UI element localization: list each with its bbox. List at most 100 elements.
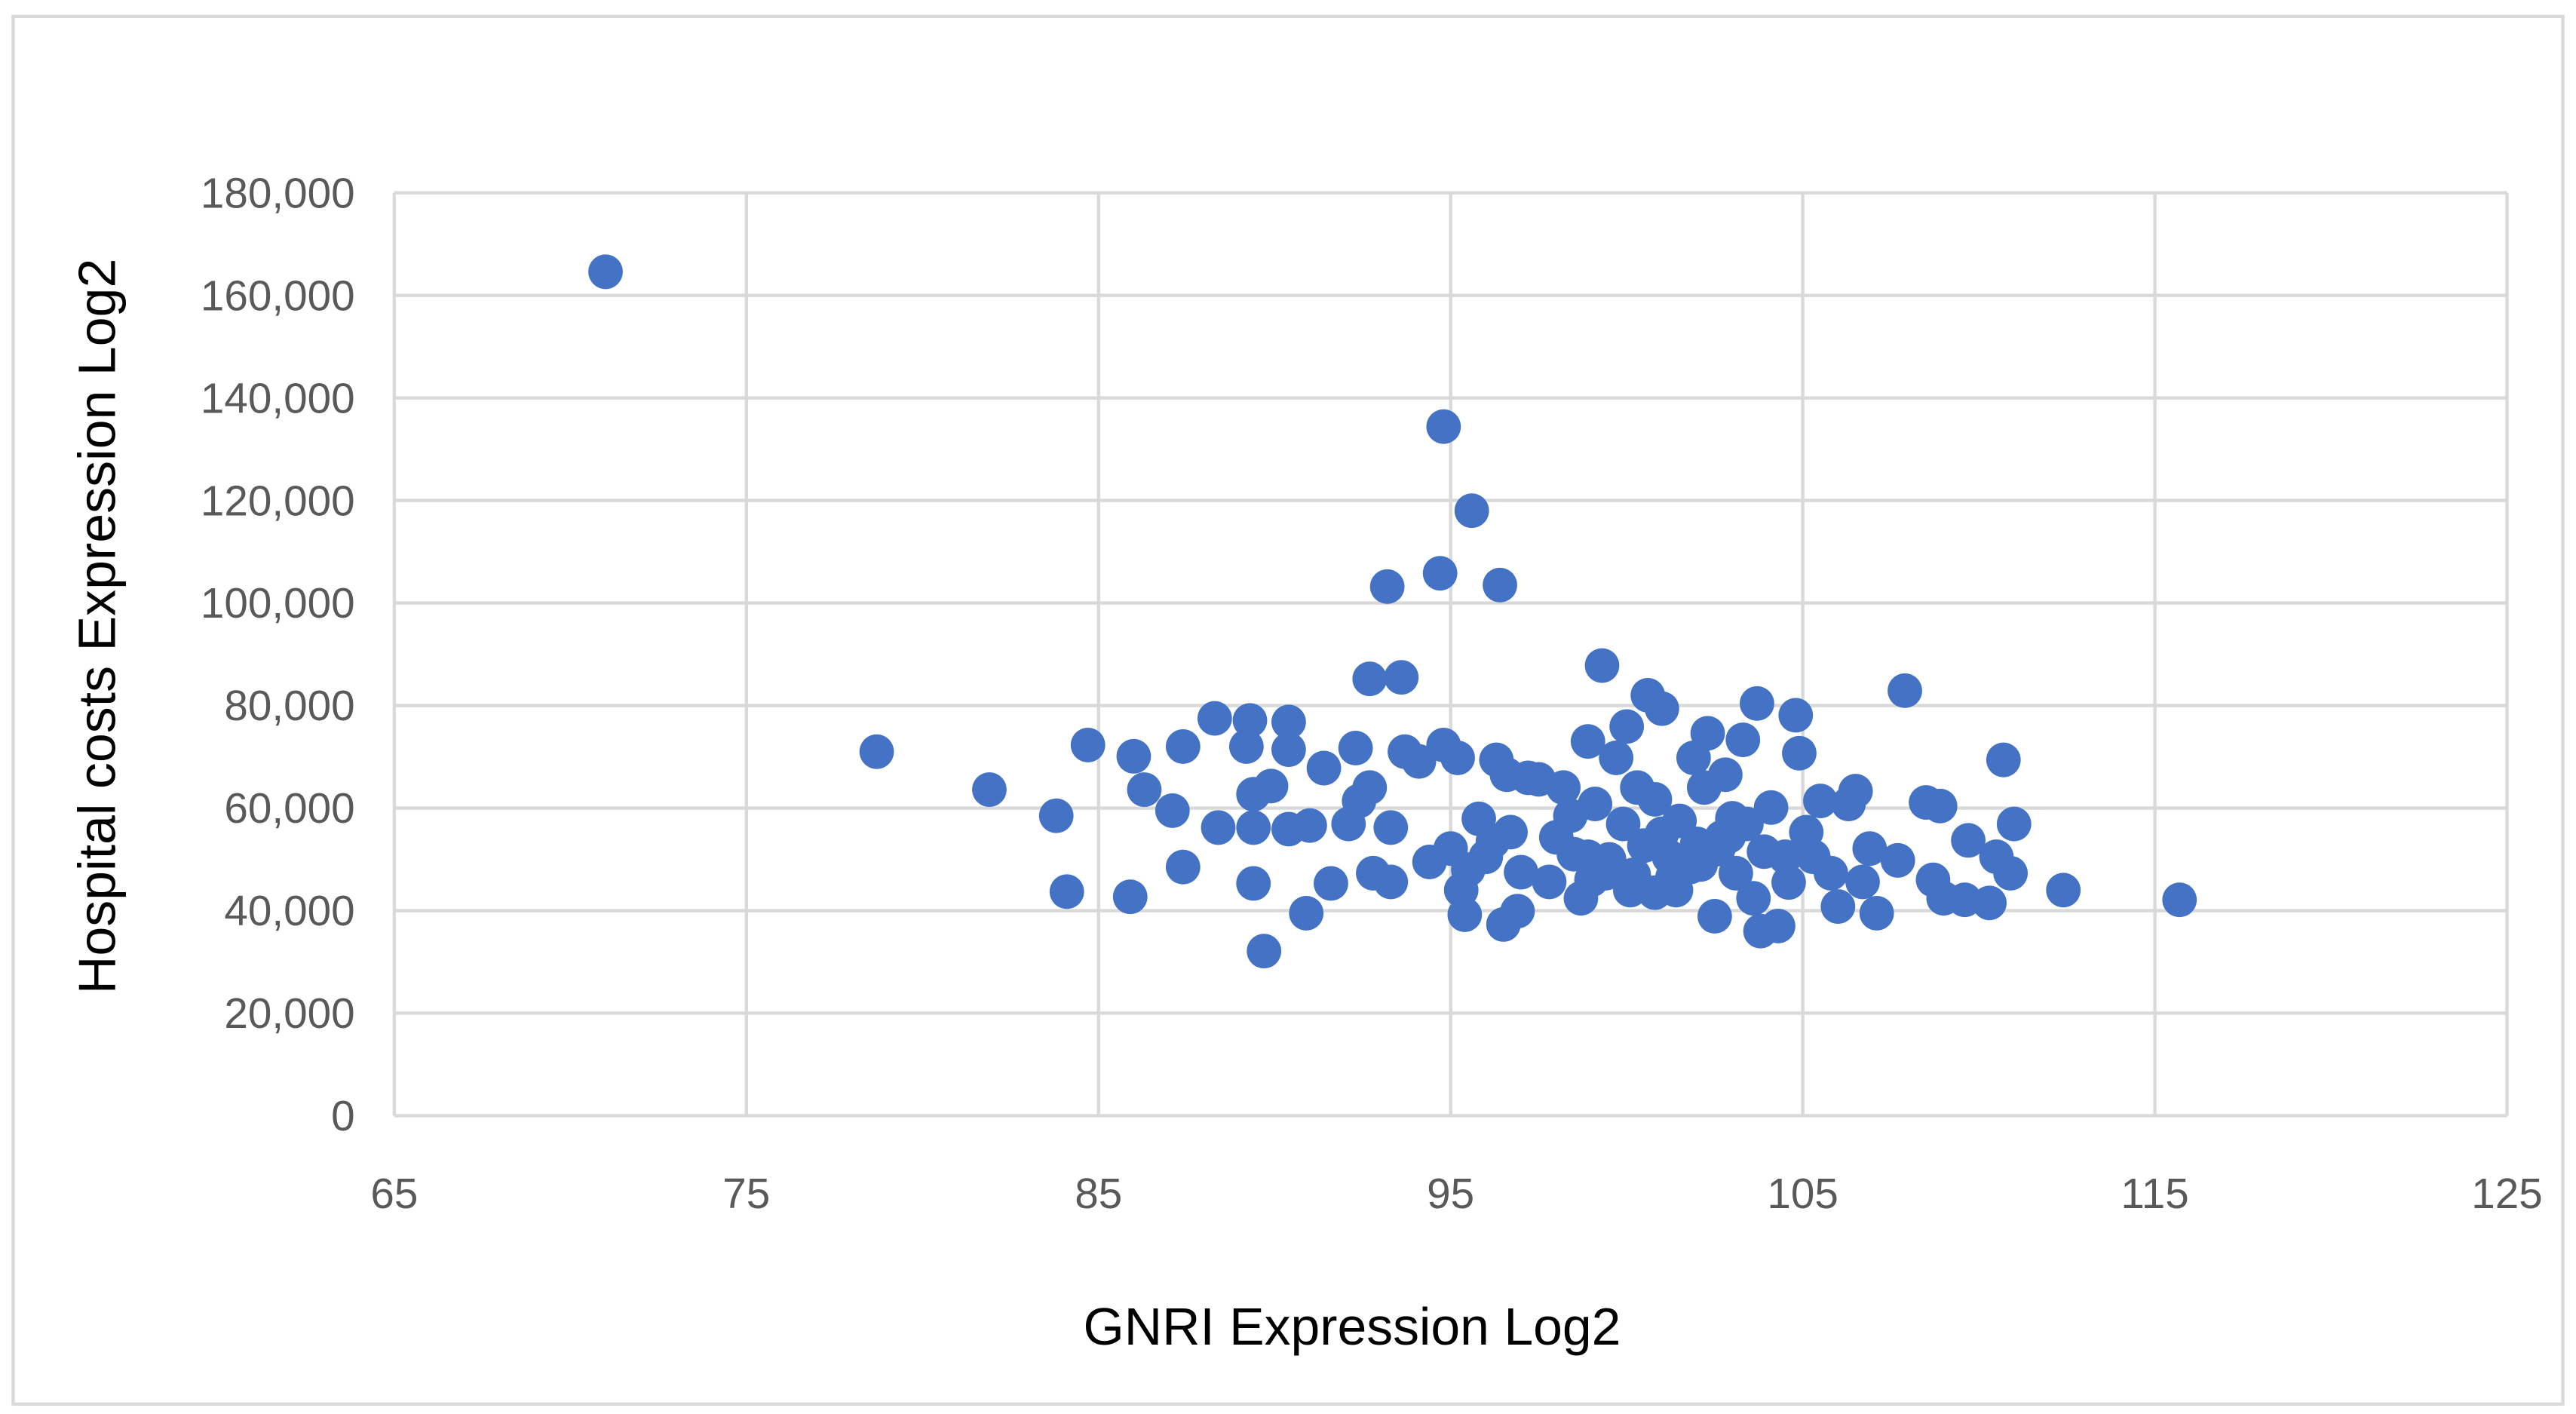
point — [1771, 865, 1806, 900]
point — [1578, 787, 1612, 822]
point — [1165, 729, 1201, 764]
y-axis-title: Hospital costs Expression Log2 — [68, 259, 127, 995]
point — [1753, 790, 1789, 825]
point — [1201, 810, 1236, 845]
point — [1228, 729, 1264, 764]
point — [1271, 732, 1306, 767]
point — [1922, 788, 1958, 824]
point — [859, 734, 894, 769]
x-tick-label: 115 — [2121, 1170, 2188, 1218]
point — [1369, 569, 1405, 604]
point — [1271, 704, 1306, 740]
y-tick-label: 0 — [331, 1093, 354, 1140]
point — [1711, 818, 1746, 854]
point — [1440, 740, 1475, 775]
point — [1483, 567, 1517, 603]
x-tick-label: 75 — [722, 1170, 770, 1218]
point — [1236, 866, 1271, 901]
point — [1746, 834, 1782, 870]
point — [1782, 735, 1817, 771]
y-tick-label: 160,000 — [201, 272, 355, 320]
point — [1599, 740, 1634, 775]
point — [1236, 810, 1271, 845]
point — [1859, 895, 1894, 931]
y-tick-label: 140,000 — [201, 375, 355, 422]
point — [1584, 648, 1620, 683]
y-tick-label: 120,000 — [201, 477, 355, 525]
point — [1888, 673, 1922, 708]
point — [1426, 409, 1461, 444]
point — [1778, 698, 1814, 733]
point — [1384, 660, 1419, 695]
point — [1373, 864, 1409, 900]
point — [1116, 738, 1152, 774]
point — [1820, 889, 1856, 925]
point — [1740, 686, 1774, 721]
x-axis-title: GNRI Expression Log2 — [1084, 1297, 1621, 1356]
point — [1306, 750, 1342, 786]
point — [1112, 879, 1148, 915]
point — [2046, 873, 2081, 908]
point — [1725, 722, 1761, 758]
point — [1708, 757, 1743, 793]
point — [1761, 908, 1796, 943]
point — [1352, 661, 1388, 697]
point — [1155, 793, 1190, 828]
point — [972, 772, 1007, 808]
point — [1546, 770, 1581, 805]
point — [1289, 895, 1324, 931]
point — [1609, 709, 1645, 744]
point — [1736, 881, 1771, 916]
point — [588, 254, 623, 290]
x-tick-label: 65 — [370, 1170, 418, 1218]
y-tick-label: 20,000 — [224, 990, 354, 1038]
x-tick-label: 95 — [1427, 1170, 1474, 1218]
y-tick-label: 60,000 — [224, 785, 354, 833]
x-tick-label: 85 — [1075, 1170, 1122, 1218]
y-tick-label: 100,000 — [201, 580, 355, 627]
point — [1038, 798, 1074, 833]
point — [1422, 556, 1458, 591]
point — [1803, 784, 1838, 818]
point — [1605, 806, 1641, 842]
point — [1127, 772, 1162, 808]
point — [1644, 691, 1679, 726]
point — [1972, 885, 2007, 921]
point — [1951, 823, 1986, 858]
point — [1049, 874, 1084, 909]
x-tick-label: 105 — [1767, 1170, 1838, 1218]
point — [1637, 782, 1673, 817]
point — [1796, 839, 1831, 875]
point — [1574, 862, 1609, 897]
point — [1993, 855, 2028, 891]
point — [1697, 899, 1732, 934]
point — [1690, 716, 1725, 751]
point — [1454, 493, 1489, 529]
point — [1644, 816, 1679, 851]
point — [1852, 831, 1888, 866]
point — [1338, 731, 1373, 765]
point — [1880, 842, 1915, 878]
point — [1314, 866, 1348, 901]
point — [1845, 864, 1880, 900]
x-tick-label: 125 — [2471, 1170, 2542, 1218]
point — [1253, 768, 1289, 804]
point — [1401, 744, 1437, 779]
point — [1447, 897, 1483, 932]
point — [1556, 836, 1591, 872]
y-tick-label: 40,000 — [224, 888, 354, 935]
point — [1654, 860, 1690, 895]
point — [1986, 742, 2021, 778]
point — [1070, 727, 1106, 762]
point — [1232, 703, 1268, 738]
point — [2162, 882, 2197, 918]
point — [1247, 934, 1282, 969]
point — [1475, 824, 1510, 859]
point — [1373, 810, 1409, 845]
point — [1197, 701, 1232, 736]
point — [1570, 724, 1605, 759]
point — [1683, 847, 1719, 882]
point — [1504, 854, 1538, 890]
point — [1838, 774, 1873, 809]
